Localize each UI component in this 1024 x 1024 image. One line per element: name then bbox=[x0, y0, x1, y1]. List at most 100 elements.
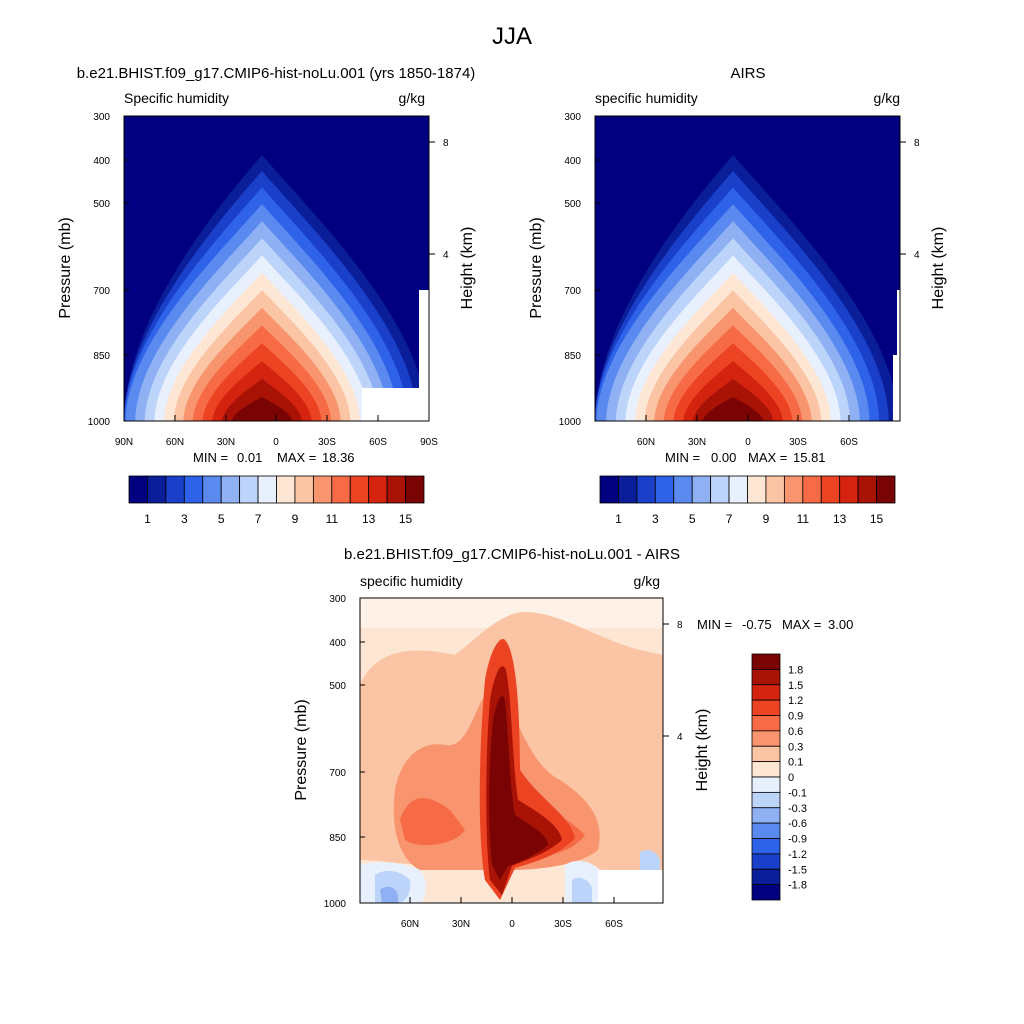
x-tick-label: 30S bbox=[318, 437, 336, 448]
colorbar-label: -1.5 bbox=[788, 864, 807, 876]
colorbar-label: 1 bbox=[144, 512, 151, 526]
panel-model-min-value: 0.01 bbox=[237, 450, 262, 465]
panel-model-field bbox=[124, 116, 429, 421]
colorbar-swatch bbox=[294, 475, 314, 504]
height-tick-label: 8 bbox=[677, 620, 683, 631]
colorbar-swatch bbox=[751, 715, 781, 732]
panel-diff-y-axis: 300 400 500 700 850 1000 bbox=[324, 594, 365, 910]
colorbar-swatch bbox=[751, 745, 781, 763]
y-tick-label: 1000 bbox=[559, 417, 582, 428]
y-tick-label: 700 bbox=[329, 768, 346, 779]
panel-diff-title: b.e21.BHIST.f09_g17.CMIP6-hist-noLu.001 … bbox=[344, 546, 680, 563]
panel-airs-right-label: g/kg bbox=[874, 90, 900, 106]
colorbar-label: 11 bbox=[797, 512, 810, 526]
y-tick-label: 850 bbox=[329, 833, 346, 844]
colorbar-swatch bbox=[368, 475, 388, 504]
colorbar-swatch bbox=[839, 475, 859, 504]
panel-model-ylabel-right: Height (km) bbox=[459, 227, 476, 310]
colorbar-swatch bbox=[751, 730, 781, 747]
panel-model-max-value: 18.36 bbox=[322, 450, 355, 465]
colorbar-swatch bbox=[751, 699, 781, 716]
panel-airs-x-axis: 60N 30N 0 30S 60S bbox=[637, 415, 858, 448]
colorbar-label: -1.8 bbox=[788, 880, 807, 892]
y-tick-label: 500 bbox=[329, 681, 346, 692]
colorbar-label: 5 bbox=[218, 512, 225, 526]
y-tick-label: 300 bbox=[329, 594, 346, 605]
height-tick-label: 4 bbox=[443, 250, 449, 261]
colorbar-swatch bbox=[312, 475, 333, 504]
panel-model-ylabel: Pressure (mb) bbox=[57, 217, 74, 318]
colorbar-label: 15 bbox=[399, 512, 413, 526]
missing-data-mask bbox=[419, 290, 429, 390]
y-tick-label: 700 bbox=[93, 286, 110, 297]
colorbar-label: 11 bbox=[326, 512, 339, 526]
colorbar-label: 0.9 bbox=[788, 711, 803, 723]
missing-data-mask bbox=[893, 355, 900, 421]
colorbar-label: 9 bbox=[763, 512, 770, 526]
colorbar-swatch bbox=[654, 475, 675, 504]
y-tick-label: 1000 bbox=[324, 899, 347, 910]
y-tick-label: 300 bbox=[93, 112, 110, 123]
panel-diff-min-label: MIN = bbox=[697, 617, 732, 632]
panel-diff-ylabel: Pressure (mb) bbox=[293, 699, 310, 800]
colorbar-swatch bbox=[751, 761, 781, 778]
y-tick-label: 850 bbox=[564, 351, 581, 362]
x-tick-label: 60N bbox=[637, 437, 655, 448]
y-tick-label: 850 bbox=[93, 351, 110, 362]
colorbar-label: -0.1 bbox=[788, 787, 807, 799]
colorbar-label: 3 bbox=[181, 512, 188, 526]
x-tick-label: 0 bbox=[273, 437, 279, 448]
colorbar-swatch bbox=[165, 475, 185, 504]
panel-model-max-label: MAX = bbox=[277, 450, 316, 465]
colorbar-label: 15 bbox=[870, 512, 884, 526]
colorbar-swatch bbox=[599, 475, 619, 504]
panel-diff-colorbar: 1.8 1.5 1.2 0.9 0.6 0.3 0.1 0 -0.1 -0.3 -0.6 -0.9 -1… bbox=[751, 653, 807, 901]
panel-model-x-axis: 90N 60N 30N 0 30S 60S 90S bbox=[115, 415, 438, 448]
colorbar-swatch bbox=[147, 475, 167, 504]
colorbar-swatch bbox=[802, 475, 822, 504]
panel-airs-max-value: 15.81 bbox=[793, 450, 826, 465]
colorbar-label: 7 bbox=[255, 512, 262, 526]
colorbar-label: 0.1 bbox=[788, 757, 803, 769]
colorbar-label: 0.6 bbox=[788, 726, 803, 738]
panel-airs-ylabel: Pressure (mb) bbox=[528, 217, 545, 318]
colorbar-swatch bbox=[276, 475, 296, 504]
panel-diff: b.e21.BHIST.f09_g17.CMIP6-hist-noLu.001 … bbox=[293, 546, 853, 930]
colorbar-label: 1 bbox=[615, 512, 622, 526]
colorbar-swatch bbox=[876, 475, 896, 504]
colorbar-swatch bbox=[751, 838, 781, 855]
panel-airs-y-axis: 300 400 500 700 850 1000 bbox=[559, 112, 600, 428]
colorbar-swatch bbox=[405, 475, 425, 504]
colorbar-label: 1.2 bbox=[788, 695, 803, 707]
colorbar-label: 0.3 bbox=[788, 741, 803, 753]
panel-diff-left-label: specific humidity bbox=[360, 573, 463, 589]
missing-data-mask bbox=[598, 870, 663, 903]
colorbar-swatch bbox=[239, 475, 259, 504]
colorbar-swatch bbox=[747, 475, 767, 504]
panel-model-y-axis: 300 400 500 700 850 1000 bbox=[88, 112, 129, 428]
x-tick-label: 0 bbox=[509, 919, 515, 930]
colorbar-label: 13 bbox=[833, 512, 847, 526]
y-tick-label: 500 bbox=[564, 199, 581, 210]
panel-model-colorbar: 1 3 5 7 9 11 13 15 bbox=[128, 475, 425, 526]
colorbar-label: 5 bbox=[689, 512, 696, 526]
colorbar-swatch bbox=[751, 668, 781, 686]
colorbar-swatch bbox=[691, 475, 712, 504]
panel-diff-height-axis: 84 bbox=[663, 620, 683, 743]
x-tick-label: 60N bbox=[401, 919, 419, 930]
panel-model-left-label: Specific humidity bbox=[124, 90, 229, 106]
colorbar-label: 1.8 bbox=[788, 664, 803, 676]
panel-diff-field bbox=[360, 598, 663, 903]
panel-airs-min-label: MIN = bbox=[665, 450, 700, 465]
contour-band bbox=[231, 396, 293, 421]
panel-airs: AIRS specific humidity g/kg 300400500700… bbox=[528, 65, 947, 526]
colorbar-label: 7 bbox=[726, 512, 733, 526]
colorbar-label: -0.9 bbox=[788, 834, 807, 846]
y-tick-label: 700 bbox=[564, 286, 581, 297]
height-tick-label: 8 bbox=[443, 138, 449, 149]
x-tick-label: 60S bbox=[605, 919, 623, 930]
colorbar-swatch bbox=[636, 475, 656, 504]
colorbar-label: 3 bbox=[652, 512, 659, 526]
colorbar-swatch bbox=[751, 822, 781, 839]
